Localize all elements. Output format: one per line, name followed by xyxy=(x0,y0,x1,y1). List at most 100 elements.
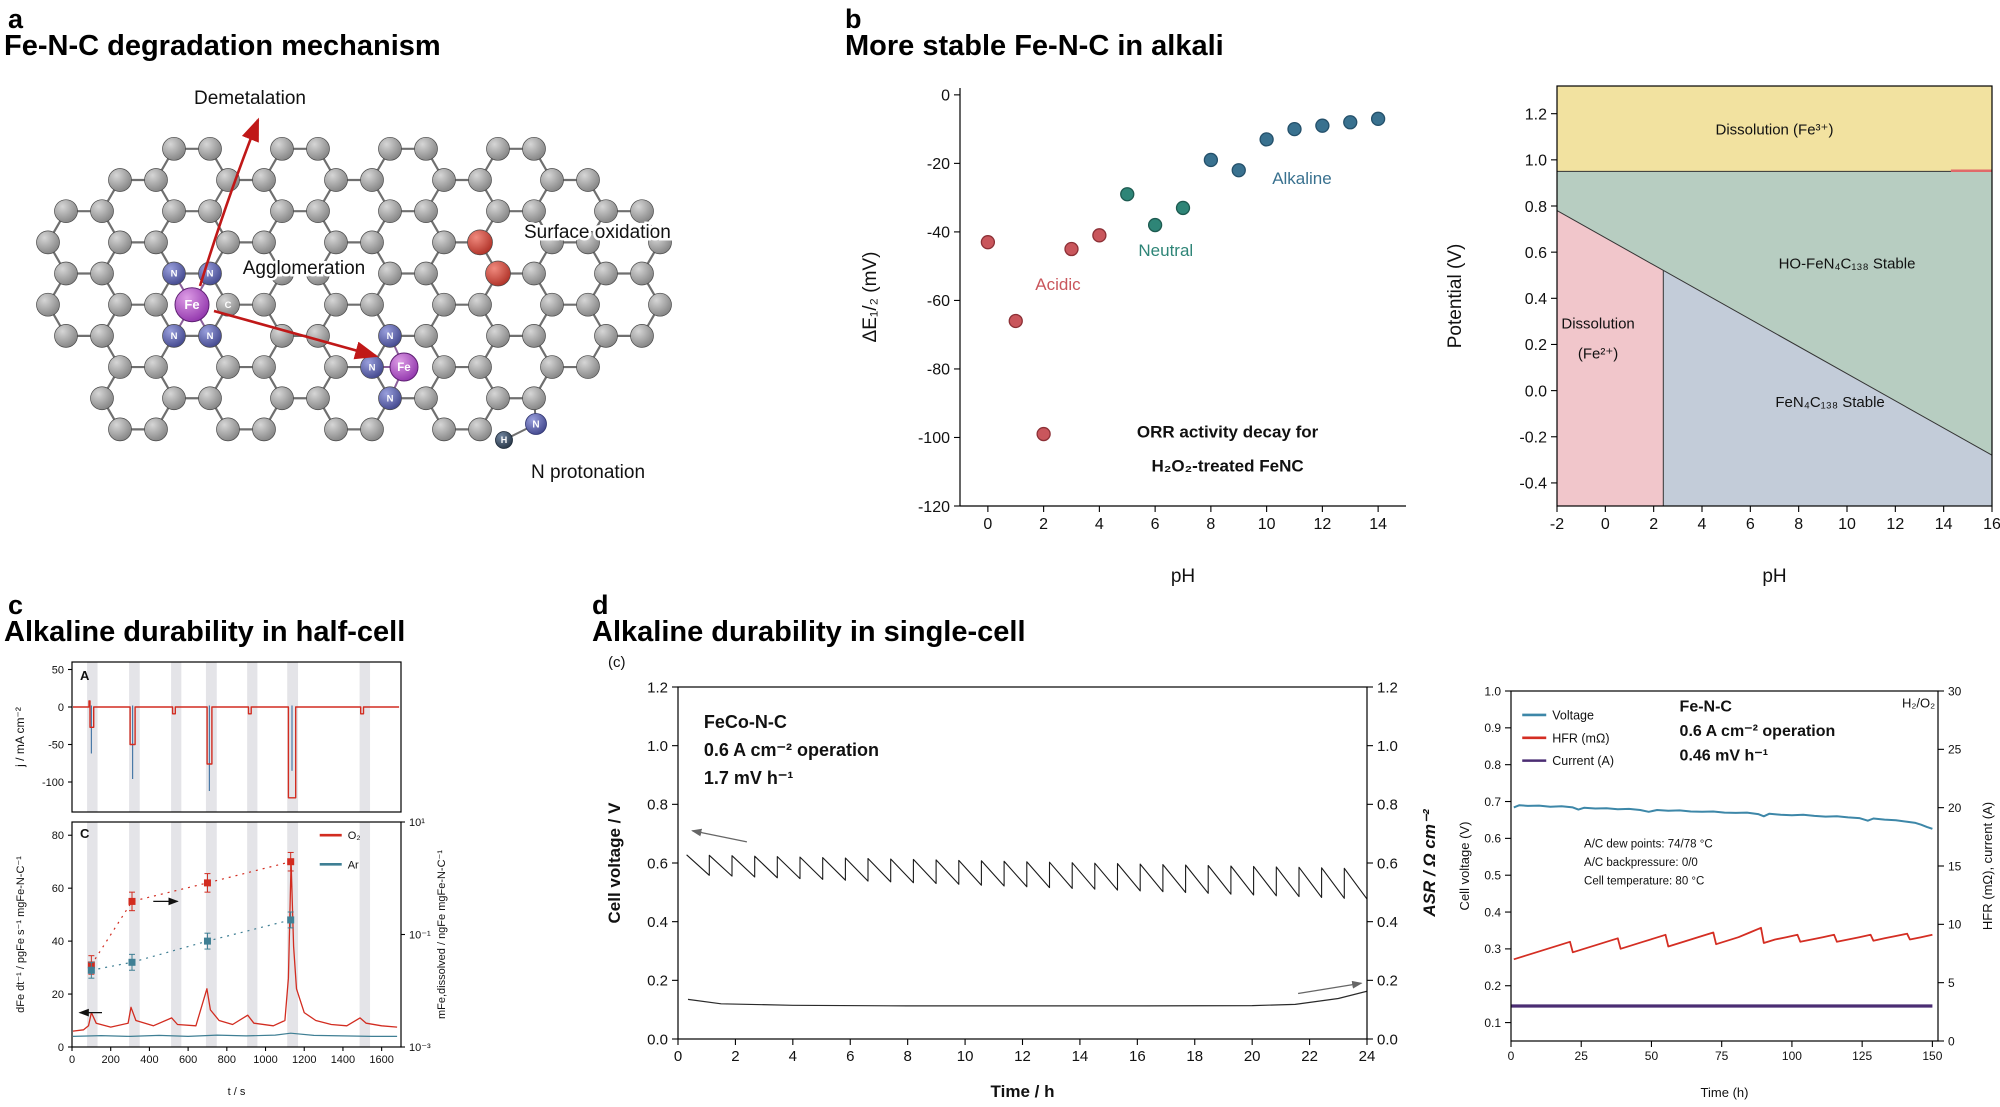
y-tick-label: 0.6 xyxy=(1484,832,1501,846)
y-tick-label: 0.0 xyxy=(647,1031,668,1048)
x-tick-label: 6 xyxy=(846,1048,854,1065)
atom-carbon xyxy=(252,355,276,379)
y2-tick-label: 0.8 xyxy=(1377,797,1398,814)
y-tick-label: 1.0 xyxy=(1525,153,1547,170)
y2-tick-label: 1.0 xyxy=(1377,738,1398,755)
region-fen4c138-stable xyxy=(1663,270,1992,506)
cA-plot-area xyxy=(73,662,400,812)
atom-carbon xyxy=(576,292,600,317)
x-tick-label: 150 xyxy=(1922,1049,1942,1063)
b2-axes: -2 0 2 4 6 8 10 12 14 16 -0.4 -0.2 0.0 0.2 0.4 0.6 0.8 1.… xyxy=(1445,85,2000,587)
cC-legend: O₂ Ar xyxy=(319,830,361,871)
x-tick-label: 10 xyxy=(1838,516,1856,533)
atom-carbon xyxy=(252,230,276,255)
x-tick-label: 75 xyxy=(1715,1049,1729,1063)
surface-oxidation-label: Surface oxidation xyxy=(524,222,671,243)
x-axis-label: t / s xyxy=(228,1086,246,1098)
panel-title-a: Fe-N-C degradation mechanism xyxy=(4,30,441,62)
alkaline-points xyxy=(1231,163,1246,178)
x-tick-label: 800 xyxy=(218,1054,236,1066)
x-tick-label: 14 xyxy=(1369,516,1387,533)
neutral-points xyxy=(1120,187,1135,202)
chart-annotation: H₂O₂-treated FeNC xyxy=(1152,457,1304,476)
atom-carbon xyxy=(144,417,168,442)
demetalation-arrow xyxy=(198,117,260,287)
acidic-points xyxy=(1036,426,1051,442)
atom-carbon xyxy=(306,261,330,286)
y-tick-label: 1.2 xyxy=(1525,106,1547,123)
x-tick-label: 20 xyxy=(1244,1048,1261,1065)
y2-axis-label: mFe,dissolved / ngFe mgFe-N-C⁻¹ xyxy=(436,850,448,1019)
atom-carbon xyxy=(324,230,348,255)
highlight-band xyxy=(247,662,258,812)
atom-carbon xyxy=(216,355,240,379)
y2-tick-label: 0.0 xyxy=(1377,1031,1398,1048)
atom-carbon xyxy=(522,136,546,161)
atom-carbon xyxy=(36,292,60,317)
atom-carbon xyxy=(594,324,618,348)
x-tick-label: 0 xyxy=(1508,1049,1515,1063)
y-tick-label: -40 xyxy=(927,225,950,242)
highlight-band xyxy=(247,822,258,1047)
atom-carbon xyxy=(216,230,240,255)
ar-cumulative-points xyxy=(87,966,95,974)
y2-tick-label: 10¹ xyxy=(409,817,425,829)
atom-carbon xyxy=(522,199,546,224)
y-tick-label: 20 xyxy=(52,989,64,1001)
x-tick-label: 12 xyxy=(1014,1048,1031,1065)
y-tick-label: 0.7 xyxy=(1484,795,1501,809)
atom-carbon xyxy=(36,230,60,255)
atom-carbon xyxy=(432,168,456,192)
highlight-band xyxy=(87,662,98,812)
y-tick-label: 0 xyxy=(58,1042,64,1054)
atom-carbon xyxy=(306,199,330,224)
atom-carbon xyxy=(360,292,384,317)
atom-carbon xyxy=(54,199,78,224)
cC-plot-area xyxy=(72,822,398,1047)
atom-carbon xyxy=(432,355,456,379)
atom-carbon xyxy=(522,386,546,411)
atom-iron-2 xyxy=(389,352,419,382)
d2-axes: 0 25 50 75 100 125 1500.10.20.30.40.50.60.70.8… xyxy=(1457,684,1995,1100)
y-tick-label: 80 xyxy=(52,830,64,842)
atom-oxygen xyxy=(467,229,493,256)
legend-label: Ar xyxy=(348,859,359,871)
chart-annotation: Cell temperature: 80 °C xyxy=(1584,875,1704,887)
atom-letter: N xyxy=(369,362,376,373)
atom-carbon xyxy=(144,292,168,317)
y-tick-label: 0.2 xyxy=(1525,337,1547,354)
demetalation-label: Demetalation xyxy=(194,88,306,109)
chart-annotation: 1.7 mV h⁻¹ xyxy=(704,768,794,788)
chart-halfcell-current: 50 0 -50 -100 j / mA cm⁻² A xyxy=(13,661,402,813)
x-tick-label: 0 xyxy=(1601,516,1610,533)
atom-carbon xyxy=(108,230,132,255)
region-ho-fen4c138-stable xyxy=(1557,171,1992,456)
atom-carbon xyxy=(108,168,132,192)
o2-cumulative-dotted xyxy=(90,861,291,966)
atom-carbon xyxy=(378,199,402,224)
highlight-band xyxy=(87,822,98,1047)
atom-carbon xyxy=(198,199,222,224)
x-tick-label: 100 xyxy=(1782,1049,1802,1063)
voltage-trace xyxy=(1513,804,1933,830)
atom-carbon xyxy=(576,355,600,379)
ar-cumulative-points xyxy=(128,958,136,966)
chart-annotation: (c) xyxy=(608,654,626,671)
chart-annotation: 0.6 A cm⁻² operation xyxy=(704,740,879,760)
atom-carbon xyxy=(414,199,438,224)
x-tick-label: 10 xyxy=(957,1048,974,1065)
y-tick-label: 0.3 xyxy=(1484,942,1501,956)
alkaline-points xyxy=(1259,132,1274,147)
atom-carbon xyxy=(90,199,114,224)
x-tick-label: 6 xyxy=(1151,516,1160,533)
y-axis-label: Cell voltage (V) xyxy=(1457,822,1472,911)
atom-carbon xyxy=(378,136,402,161)
y-tick-label: 1.0 xyxy=(647,738,668,755)
chart-annotation: Fe-N-C xyxy=(1680,698,1733,715)
atom-nitrogen xyxy=(198,261,222,286)
highlight-band xyxy=(171,662,182,812)
y-tick-label: 0.0 xyxy=(1525,383,1547,400)
y-tick-label: 0.1 xyxy=(1484,1016,1501,1030)
o2-rate-trace xyxy=(72,861,398,1032)
atom-carbon xyxy=(324,355,348,379)
